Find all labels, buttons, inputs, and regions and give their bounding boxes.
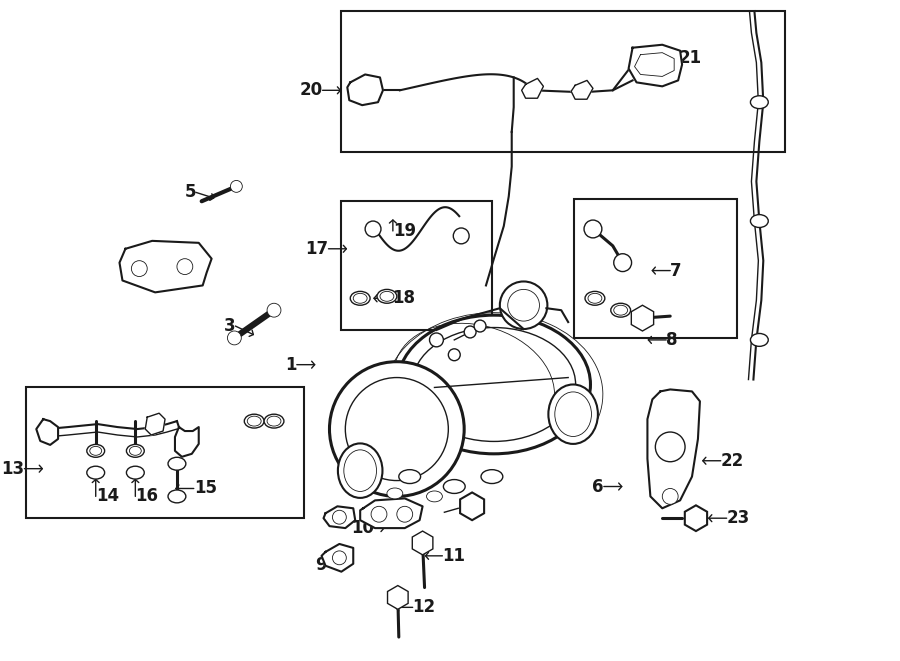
- Text: 23: 23: [726, 509, 750, 527]
- Ellipse shape: [86, 466, 104, 479]
- Ellipse shape: [548, 385, 598, 444]
- Ellipse shape: [338, 444, 382, 498]
- Ellipse shape: [481, 470, 503, 484]
- Ellipse shape: [168, 490, 186, 503]
- Ellipse shape: [350, 292, 370, 305]
- Polygon shape: [628, 45, 682, 87]
- Ellipse shape: [588, 293, 602, 303]
- Polygon shape: [572, 81, 593, 99]
- Text: 5: 5: [184, 183, 196, 202]
- Polygon shape: [360, 498, 423, 528]
- Bar: [26, 387, 303, 518]
- Bar: [341, 11, 785, 152]
- Circle shape: [448, 349, 460, 361]
- Text: 20: 20: [300, 81, 322, 99]
- Ellipse shape: [444, 480, 465, 493]
- Ellipse shape: [380, 292, 394, 301]
- Ellipse shape: [248, 416, 261, 426]
- Ellipse shape: [397, 315, 590, 454]
- Polygon shape: [647, 389, 700, 508]
- Circle shape: [332, 510, 347, 524]
- Bar: [574, 199, 736, 338]
- Circle shape: [371, 506, 387, 522]
- Text: 19: 19: [393, 222, 416, 240]
- Ellipse shape: [86, 444, 104, 457]
- Circle shape: [228, 331, 241, 345]
- Text: 21: 21: [680, 49, 702, 67]
- Ellipse shape: [344, 450, 376, 492]
- Text: 7: 7: [670, 262, 682, 280]
- Text: 8: 8: [666, 331, 678, 349]
- Polygon shape: [522, 79, 544, 98]
- Text: 12: 12: [413, 598, 436, 616]
- Ellipse shape: [585, 292, 605, 305]
- Ellipse shape: [611, 303, 631, 317]
- Polygon shape: [323, 506, 356, 528]
- Ellipse shape: [244, 414, 264, 428]
- Circle shape: [454, 228, 469, 244]
- Ellipse shape: [377, 290, 397, 303]
- Circle shape: [584, 220, 602, 238]
- Text: 10: 10: [351, 519, 374, 537]
- Circle shape: [397, 506, 413, 522]
- Polygon shape: [321, 544, 353, 572]
- Text: 1: 1: [285, 356, 297, 373]
- Circle shape: [267, 303, 281, 317]
- Circle shape: [474, 320, 486, 332]
- Circle shape: [346, 377, 448, 481]
- Ellipse shape: [387, 488, 403, 499]
- Circle shape: [365, 221, 381, 237]
- Text: 2: 2: [139, 260, 150, 278]
- Ellipse shape: [168, 457, 186, 470]
- Ellipse shape: [412, 328, 576, 442]
- Text: 6: 6: [592, 477, 604, 496]
- Text: 3: 3: [224, 317, 236, 335]
- Text: 16: 16: [135, 487, 158, 506]
- Text: 17: 17: [305, 240, 328, 258]
- Circle shape: [500, 282, 547, 329]
- Ellipse shape: [353, 293, 367, 303]
- Circle shape: [131, 260, 148, 276]
- Ellipse shape: [90, 446, 102, 455]
- Circle shape: [329, 362, 464, 496]
- Ellipse shape: [751, 333, 769, 346]
- Ellipse shape: [751, 215, 769, 227]
- Polygon shape: [36, 419, 58, 445]
- Text: 4: 4: [461, 499, 472, 518]
- Circle shape: [655, 432, 685, 462]
- Ellipse shape: [614, 305, 627, 315]
- Circle shape: [464, 326, 476, 338]
- Ellipse shape: [264, 414, 284, 428]
- Text: 11: 11: [443, 547, 465, 565]
- Text: 13: 13: [1, 459, 24, 478]
- Circle shape: [332, 551, 347, 564]
- Ellipse shape: [427, 491, 443, 502]
- Ellipse shape: [126, 466, 144, 479]
- Ellipse shape: [267, 416, 281, 426]
- Circle shape: [614, 254, 632, 272]
- Polygon shape: [347, 75, 383, 105]
- Ellipse shape: [399, 470, 420, 484]
- Text: 18: 18: [392, 290, 415, 307]
- Circle shape: [230, 180, 242, 192]
- Circle shape: [429, 333, 444, 347]
- Bar: [341, 201, 492, 330]
- Ellipse shape: [751, 96, 769, 108]
- Ellipse shape: [554, 392, 591, 436]
- Circle shape: [662, 488, 678, 504]
- Circle shape: [177, 258, 193, 274]
- Text: 9: 9: [315, 556, 327, 574]
- Text: 14: 14: [95, 487, 119, 506]
- Polygon shape: [145, 413, 165, 435]
- Ellipse shape: [126, 444, 144, 457]
- Circle shape: [508, 290, 539, 321]
- Text: 22: 22: [721, 451, 744, 470]
- Text: 15: 15: [194, 479, 217, 498]
- Polygon shape: [120, 241, 212, 292]
- Ellipse shape: [130, 446, 141, 455]
